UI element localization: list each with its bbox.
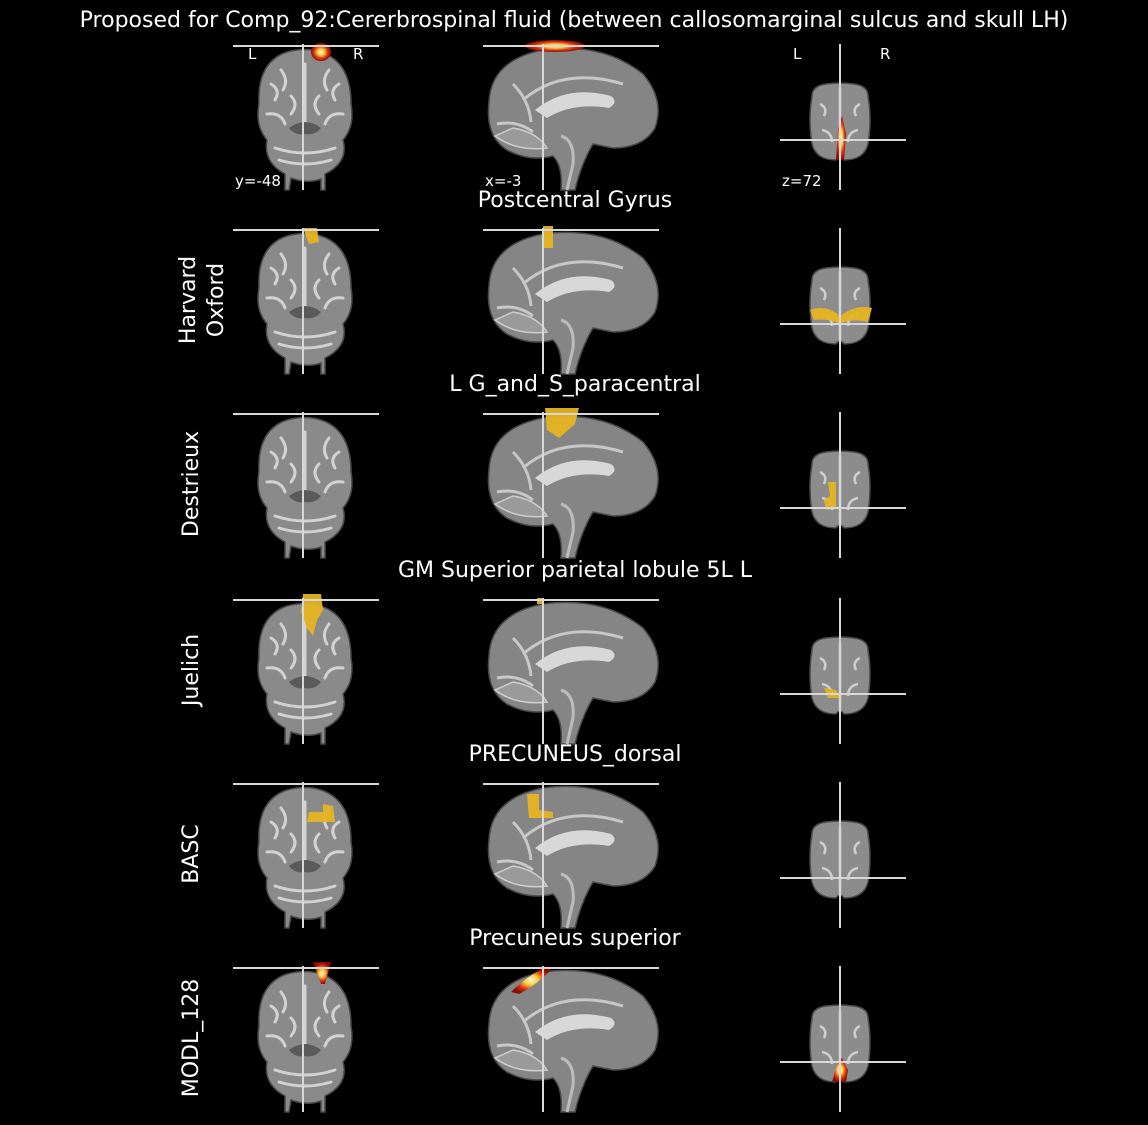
- coronal-panel: [233, 43, 379, 191]
- coronal-panel: [233, 594, 379, 745]
- coronal-overlay-region: [311, 43, 331, 61]
- sagittal-panel: [483, 782, 659, 929]
- axial-panel: [780, 598, 906, 744]
- coronal-brain-slice: [257, 970, 353, 1113]
- coronal-panel: [233, 228, 379, 375]
- sagittal-brain-slice: [487, 785, 659, 929]
- coronal-brain-slice: [257, 786, 353, 929]
- sagittal-coordinate: x=-3: [485, 172, 522, 190]
- sagittal-panel: [483, 598, 659, 745]
- sagittal-brain-slice: [487, 601, 659, 745]
- sagittal-brain-slice: [487, 969, 659, 1113]
- sagittal-brain-slice: [487, 415, 659, 559]
- figure-title: Proposed for Comp_92:Cererbrospinal flui…: [79, 8, 1069, 33]
- orientation-right-axial: R: [880, 45, 891, 63]
- axial-coordinate: z=72: [782, 172, 822, 190]
- coronal-overlay-region: [303, 228, 319, 244]
- axial-panel: [780, 44, 906, 190]
- sagittal-brain-slice: [487, 47, 659, 191]
- orientation-left-coronal: L: [248, 45, 257, 63]
- sagittal-brain-slice: [487, 231, 659, 375]
- axial-panel: [780, 966, 906, 1112]
- atlas-region-title: PRECUNEUS_dorsal: [468, 742, 682, 767]
- atlas-region-title: Precuneus superior: [469, 926, 681, 951]
- coronal-panel: [233, 412, 379, 559]
- coronal-brain-slice: [257, 416, 353, 559]
- sagittal-overlay-region: [545, 408, 579, 438]
- axial-panel: [780, 412, 906, 558]
- axial-panel: [780, 228, 906, 374]
- coronal-brain-slice: [257, 232, 353, 375]
- atlas-region-title: Postcentral Gyrus: [477, 188, 673, 213]
- atlas-name-label: Harvard Oxford: [176, 255, 229, 345]
- coronal-panel: [233, 782, 379, 929]
- coronal-overlay-region: [301, 594, 323, 636]
- coronal-brain-slice: [257, 48, 353, 191]
- coronal-brain-slice: [257, 602, 353, 745]
- atlas-name-label: Juelich: [179, 633, 204, 707]
- axial-overlay-region: [824, 482, 836, 510]
- atlas-region-title: L G_and_S_paracentral: [449, 372, 701, 397]
- axial-panel: [780, 782, 906, 928]
- sagittal-panel: [483, 408, 659, 559]
- atlas-name-label: MODL_128: [179, 978, 204, 1098]
- atlas-name-label: Destrieux: [179, 430, 204, 538]
- orientation-right-coronal: R: [353, 45, 364, 63]
- sagittal-overlay-region: [527, 794, 553, 818]
- atlas-region-title: GM Superior parietal lobule 5L L: [397, 558, 753, 583]
- sagittal-panel: [483, 966, 659, 1113]
- coronal-coordinate: y=-48: [235, 172, 281, 190]
- sagittal-panel: [483, 40, 659, 191]
- sagittal-overlay-region: [511, 966, 551, 994]
- sagittal-panel: [483, 226, 659, 375]
- coronal-overlay-region: [307, 804, 335, 822]
- sagittal-overlay-region: [543, 226, 553, 248]
- orientation-left-axial: L: [793, 45, 802, 63]
- atlas-name-label: BASC: [179, 824, 204, 884]
- coronal-panel: [233, 962, 379, 1113]
